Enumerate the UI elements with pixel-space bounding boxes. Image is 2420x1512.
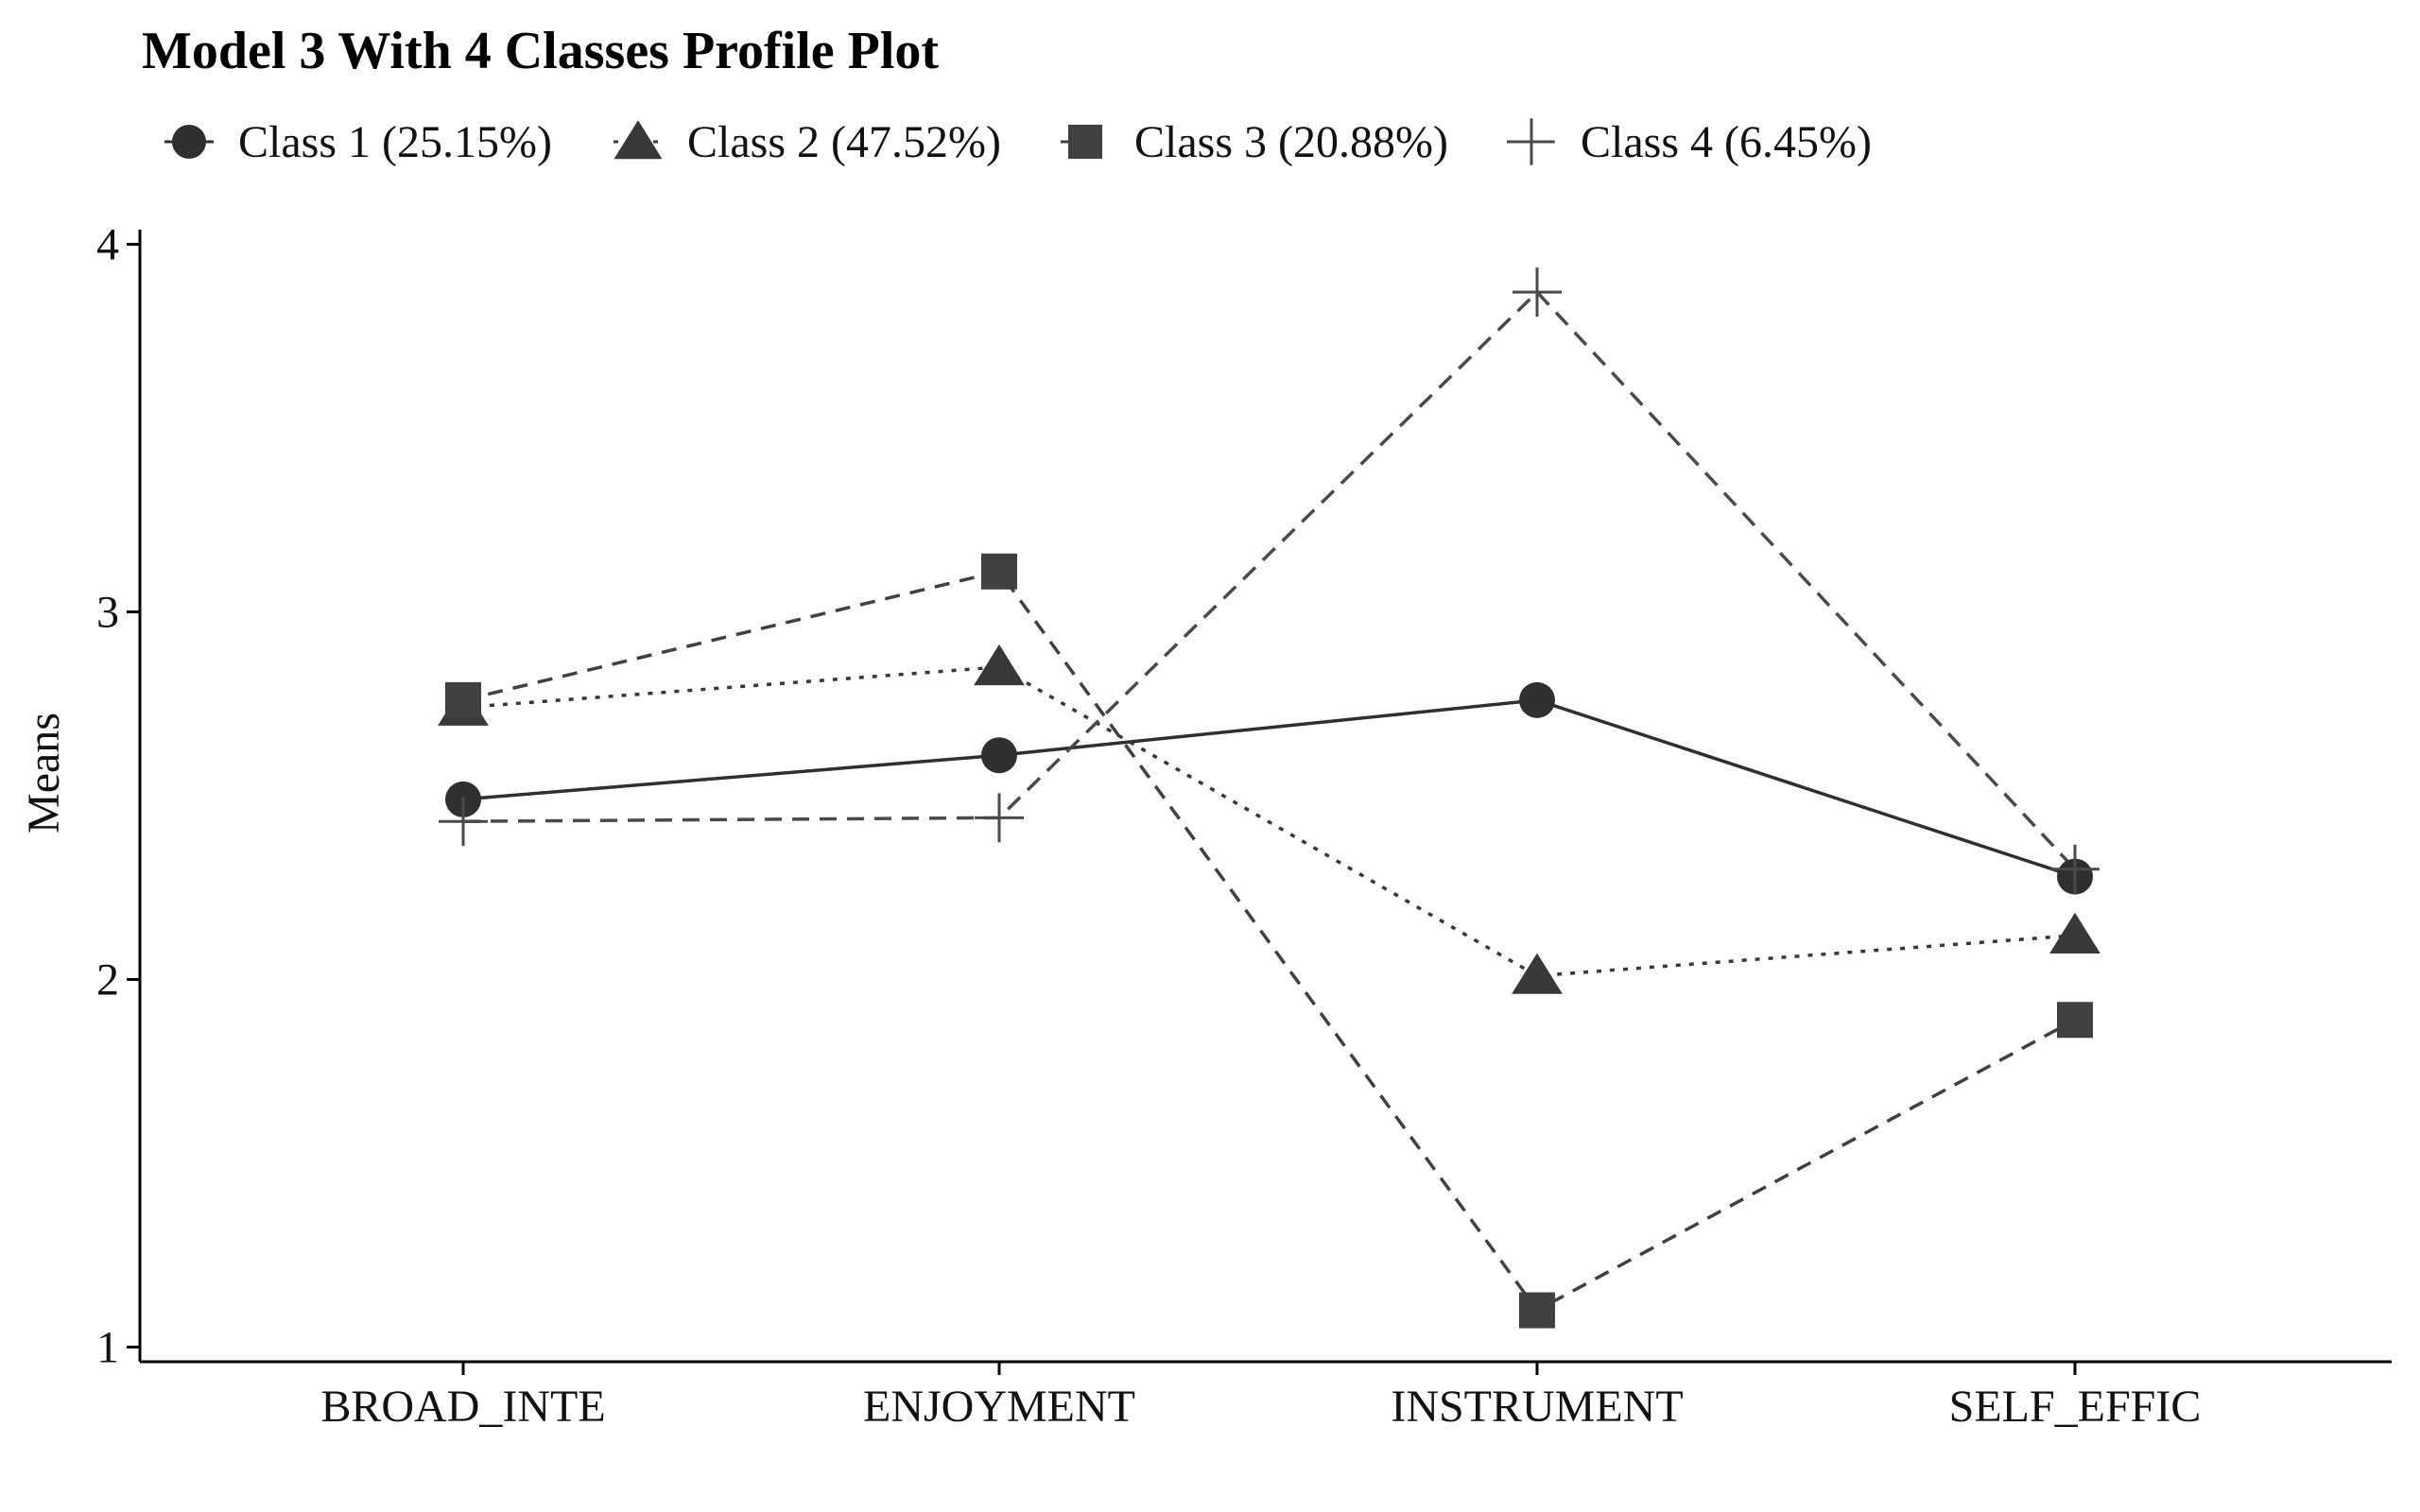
y-tick-label: 3 (96, 588, 119, 638)
y-tick-label: 2 (96, 954, 119, 1005)
chart-title: Model 3 With 4 Classes Profile Plot (142, 22, 939, 80)
legend-key-circle-marker (171, 124, 207, 160)
data-point-class-3-enjoyment (981, 553, 1017, 590)
legend: Class 1 (25.15%) Class 2 (47.52%) Class 3 … (164, 117, 1872, 167)
legend-item-class-4: Class 4 (6.45%) (1507, 117, 1872, 167)
legend-key-triangle-marker (614, 120, 663, 160)
series-lines (462, 289, 2077, 1313)
x-tick-label: BROAD_INTE (320, 1382, 605, 1432)
x-tick-label: ENJOYMENT (863, 1382, 1135, 1432)
data-point-class-1-instrument (1519, 681, 1555, 718)
x-tick-label: SELF_EFFIC (1949, 1382, 2202, 1432)
series-line-class-1 (462, 698, 2076, 879)
legend-key-square-marker (1067, 124, 1103, 160)
data-point-class-2-self-effic (2049, 912, 2100, 954)
data-point-class-4-enjoyment (975, 793, 1024, 843)
data-point-class-4-self-effic (2050, 844, 2100, 894)
legend-label: Class 4 (6.45%) (1581, 117, 1872, 167)
y-tick-label: 1 (96, 1322, 119, 1372)
data-point-class-2-enjoyment (974, 644, 1025, 686)
legend-item-class-2: Class 2 (47.52%) (614, 117, 1001, 167)
legend-label: Class 2 (47.52%) (687, 117, 1001, 167)
y-tick-label: 4 (96, 220, 119, 270)
legend-key-cross-marker (1508, 118, 1555, 165)
legend-label: Class 1 (25.15%) (238, 117, 552, 167)
series-line-class-2 (462, 665, 2076, 978)
x-ticks: BROAD_INTE ENJOYMENT INSTRUMENT SELF_EFFIC (320, 1362, 2201, 1432)
data-point-class-4-instrument (1512, 267, 1562, 318)
data-point-class-2-instrument (1512, 953, 1563, 994)
legend-label: Class 3 (20.88%) (1134, 117, 1448, 167)
axes (138, 230, 2392, 1364)
data-point-class-1-enjoyment (981, 737, 1017, 774)
series-line-class-4 (462, 289, 2077, 870)
series-line-class-3 (462, 569, 2076, 1313)
legend-item-class-1: Class 1 (25.15%) (164, 117, 552, 167)
legend-item-class-3: Class 3 (20.88%) (1061, 117, 1448, 167)
data-point-class-3-self-effic (2057, 1002, 2093, 1039)
x-tick-label: INSTRUMENT (1391, 1382, 1683, 1432)
data-point-class-3-broad-inte (445, 681, 481, 718)
data-point-class-3-instrument (1519, 1292, 1555, 1329)
y-axis-label: Means (19, 713, 69, 833)
data-point-class-4-broad-inte (439, 797, 488, 847)
series-markers (438, 267, 2100, 1329)
y-ticks: 1 2 3 4 (96, 220, 140, 1372)
